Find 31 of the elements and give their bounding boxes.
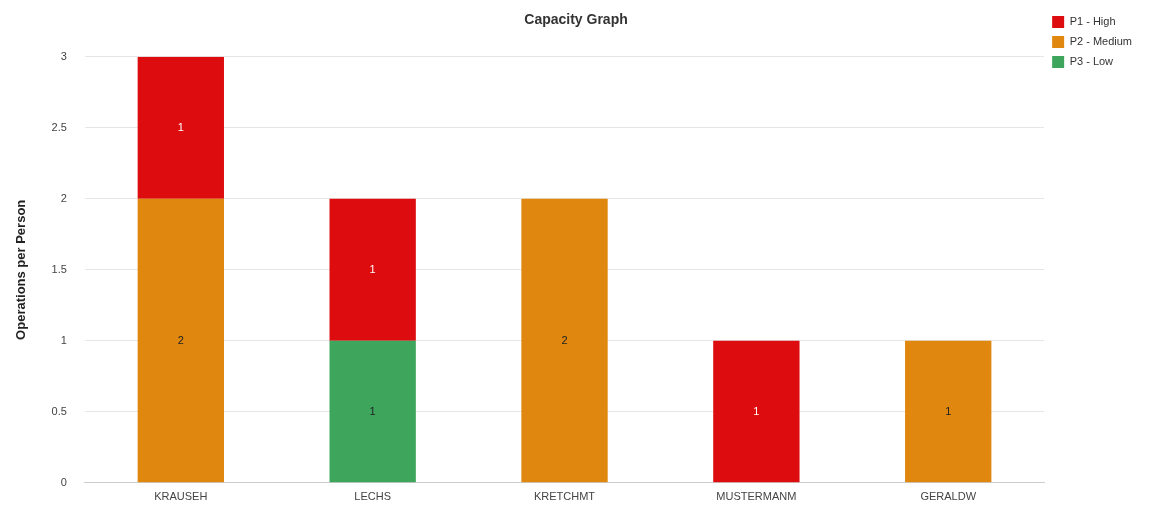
- legend-label: P1 - High: [1069, 15, 1116, 28]
- data-label: 1: [369, 404, 376, 417]
- x-tick-label: GERALDW: [920, 490, 977, 503]
- data-label: 1: [945, 404, 952, 417]
- data-label: 2: [561, 333, 568, 346]
- legend-label: P2 - Medium: [1069, 35, 1133, 48]
- x-tick-label: LECHS: [354, 490, 392, 503]
- bar: [521, 198, 608, 483]
- data-label: 1: [753, 404, 760, 417]
- bar: [329, 340, 416, 483]
- y-tick-label: 2: [60, 191, 67, 204]
- x-tick-label: KRAUSEH: [154, 490, 208, 503]
- y-tick-label: 2.5: [51, 120, 67, 133]
- x-tick-label: MUSTERMANM: [716, 490, 797, 503]
- y-tick-label: 1: [60, 333, 67, 346]
- legend-label: P3 - Low: [1069, 55, 1114, 68]
- y-tick-label: 0.5: [51, 404, 67, 417]
- x-tick-label: KRETCHMT: [533, 490, 596, 503]
- bar: [137, 198, 224, 483]
- bar: [137, 56, 224, 199]
- data-label: 2: [177, 333, 184, 346]
- data-label: 1: [177, 120, 184, 133]
- data-label: 1: [369, 262, 376, 275]
- bar: [905, 340, 992, 483]
- y-tick-label: 0: [60, 475, 67, 488]
- chart-title: Capacity Graph: [524, 11, 628, 28]
- y-tick-label: 3: [60, 49, 67, 62]
- bar: [329, 198, 416, 341]
- bar: [713, 340, 800, 483]
- y-axis-title: Operations per Person: [13, 199, 29, 340]
- y-tick-label: 1.5: [51, 262, 67, 275]
